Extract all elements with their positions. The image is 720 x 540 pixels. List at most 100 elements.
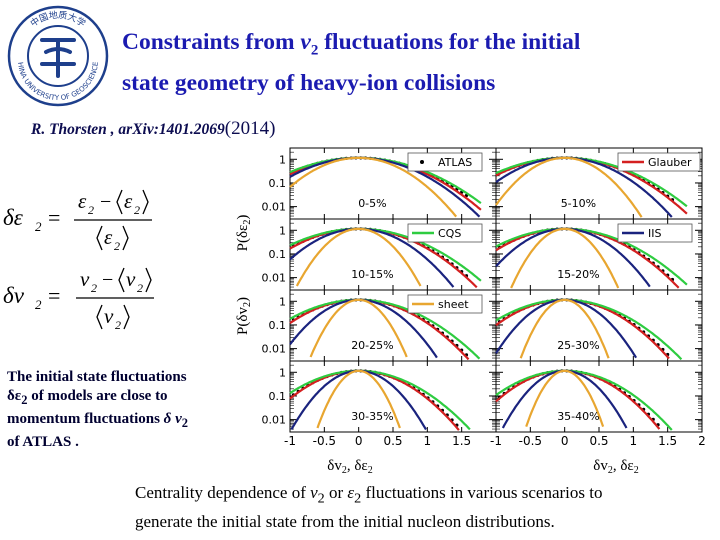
curve-iis [289,156,481,218]
xlabel-left-mid: , δε [347,458,368,474]
description-line-2: of models are close to [27,388,168,404]
x-tick-label: -0.5 [519,434,542,448]
curve-cqs [289,298,481,360]
description-line-4: of ATLAS . [7,434,79,450]
ylabel-top: P(δε [235,225,251,252]
curve-sheet [316,369,401,429]
reference: R. Thorsten , arXiv:1401.2069(2014) [31,118,275,140]
x-tick-label: -1 [490,434,502,448]
xlabel-left-sub2: 2 [368,465,373,474]
description-symbol-eps: δε [7,388,22,404]
x-tick-label: 2 [698,434,706,448]
legend-box [407,294,483,314]
formula-v-num-a-sub: 2 [91,281,97,295]
formula-eps-lhs: δε [3,205,24,230]
centrality-label: 15-20% [557,268,599,281]
x-tick-label: -1 [284,434,296,448]
curve-cqs [289,227,482,282]
ylabel-bottom-end: ) [235,297,251,302]
university-logo: 中国地质大学 CHINA UNIVERSITY OF GEOSCIENCES [6,4,109,107]
formula-eps-num-a-sub: 2 [88,203,94,217]
y-tick-label: 1 [279,366,286,379]
x-tick-label: 0 [561,434,569,448]
ylabel-bottom: P(δv [235,307,251,335]
description-symbol-eps-sub: 2 [21,393,28,407]
formula-eps-num-b-sub: 2 [134,203,140,217]
legend-label: IIS [648,227,661,240]
caption-text: Centrality dependence of [135,483,311,502]
reference-text: R. Thorsten , arXiv:1401.2069 [31,121,225,138]
x-tick-label: 1.5 [452,434,471,448]
y-tick-label: 1 [279,224,286,237]
x-tick-label: 0.5 [589,434,608,448]
formula-v-den-sub: 2 [115,318,121,332]
curve-cqs [495,156,688,208]
y-tick-label: 0.01 [262,272,287,285]
formula-v-lhs: δv [3,283,25,308]
y-tick-label: 0.01 [262,343,287,356]
title-text: Constraints from [122,29,301,55]
title-text-2: fluctuations for the initial [318,29,581,55]
panel-35-40%: 35-40% [495,360,703,433]
caption-eps: ε [347,483,355,502]
panel-10-15%: 10-15% CQS [289,218,497,291]
curve-sheet [525,369,605,427]
centrality-label: 25-30% [557,339,599,352]
x-tick-label: 0.5 [383,434,402,448]
y-tick-label: 1 [279,153,286,166]
curve-sheet [309,298,408,358]
formula-v: δv 2 = v 2 − v 2 v 2 [3,267,154,332]
xlabel-left: δv [327,458,342,474]
curve-sheet [295,227,422,287]
curve-sheet [510,227,620,289]
curve-iis [289,227,455,288]
curve-cqs [495,298,683,361]
curve-cqs [495,369,673,431]
curve-sheet [519,298,610,359]
xlabel-right-sub2: 2 [634,465,639,474]
xlabel-right: δv [593,458,608,474]
x-tick-label: 1.5 [658,434,677,448]
xlabel-right-sub1: 2 [608,465,613,474]
formula-eps-eq: = [48,205,60,230]
legend-box [617,223,693,243]
formula-v-eq: = [48,283,60,308]
xlabel-right-mid: , δε [613,458,634,474]
xlabel-left-sub1: 2 [342,465,347,474]
caption: Centrality dependence of v2 or ε2 fluctu… [135,481,715,534]
panel-5-10%: 5-10% Glauber [495,147,703,220]
formula-v-num-b: v [126,267,136,291]
ylabel-bottom-sub: 2 [242,302,253,307]
curve-cqs [289,369,471,431]
x-tick-label: 1 [630,434,638,448]
formula-v-num-b-sub: 2 [137,281,143,295]
x-tick-label: 0 [355,434,363,448]
y-tick-label: 0.1 [269,177,287,190]
y-tick-label: 1 [279,295,286,308]
panel-15-20%: 15-20% IIS [495,218,703,291]
formula-eps-lhs-sub: 2 [35,219,42,234]
formula-eps-den: ε [104,225,113,249]
curve-iis [495,156,673,218]
centrality-label: 5-10% [561,197,596,210]
slide-title: Constraints from v2 fluctuations for the… [122,26,712,99]
caption-or: or [324,483,348,502]
panel-0-5%: 0-5% ATLAS [289,147,497,220]
description-line-1: The initial state fluctuations [7,369,187,385]
curve-cqs [495,227,688,286]
panel-25-30%: 25-30% [495,289,703,362]
centrality-label: 0-5% [358,197,386,210]
centrality-label: 35-40% [557,410,599,423]
title-subscript: 2 [310,42,319,59]
legend-box [407,152,483,172]
title-line-2: state geometry of heavy-ion collisions [122,69,496,96]
xlabel-right-group: δv2, δε2 [593,458,638,474]
y-tick-label: 0.1 [269,248,287,261]
curve-sheet [289,156,458,218]
formula-v-num-a: v [80,267,90,291]
caption-text-2: fluctuations in various scenarios to [361,483,603,502]
centrality-label: 10-15% [351,268,393,281]
legend-label: ATLAS [438,156,472,169]
panel-20-25%: 20-25% sheet [289,289,497,362]
curve-sheet [495,156,643,218]
